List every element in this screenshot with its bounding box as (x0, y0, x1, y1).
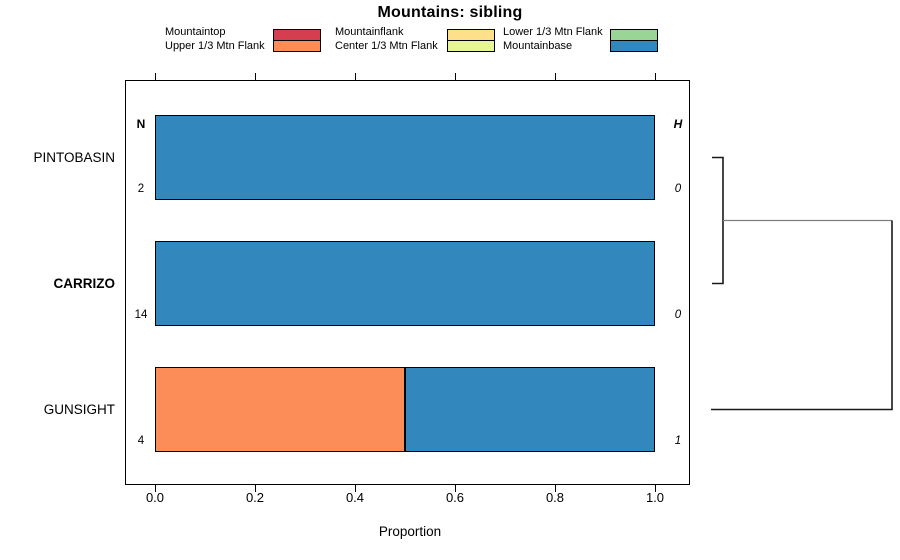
x-axis-tick (154, 485, 156, 492)
x-axis-tick (354, 73, 356, 80)
n-column-header: N (136, 117, 146, 131)
x-axis-tick (654, 485, 656, 492)
bar-segment-upper-1-3-mtn-flank (155, 367, 405, 452)
n-value: 14 (134, 309, 148, 321)
h-value: 1 (674, 435, 682, 447)
x-axis-tick-label: 0.2 (245, 490, 265, 505)
n-value: 2 (137, 183, 145, 195)
x-axis-tick-label: 0.0 (145, 490, 165, 505)
x-axis-tick (354, 485, 356, 492)
y-category-label: CARRIZO (53, 275, 116, 291)
y-category-label: GUNSIGHT (43, 401, 115, 417)
x-axis-tick-label: 0.8 (545, 490, 565, 505)
bar-segment-mountainbase (405, 367, 655, 452)
legend-item-label: Lower 1/3 Mtn Flank (503, 26, 603, 38)
x-axis-label: Proportion (378, 524, 442, 539)
x-axis-tick-label: 1.0 (645, 490, 665, 505)
h-value: 0 (674, 183, 682, 195)
dendrogram-link (711, 220, 893, 411)
h-column-header: H (673, 117, 683, 131)
dendrogram-link (712, 156, 724, 285)
x-axis-tick (554, 485, 556, 492)
legend-item-label: Mountainbase (503, 39, 573, 52)
legend-item-label: Upper 1/3 Mtn Flank (165, 39, 265, 52)
x-axis-tick (154, 73, 156, 80)
x-axis-tick (654, 73, 656, 80)
legend-swatch (610, 40, 658, 52)
bar-segment-mountainbase (155, 241, 655, 326)
x-axis-tick (254, 485, 256, 492)
h-value: 0 (674, 309, 682, 321)
x-axis-tick-label: 0.6 (445, 490, 465, 505)
bar-segment-mountainbase (155, 115, 655, 200)
x-axis-tick (554, 73, 556, 80)
legend-item-label: Mountaintop (165, 26, 226, 38)
x-axis-tick (454, 485, 456, 492)
y-category-label: PINTOBASIN (33, 149, 115, 165)
x-axis-tick (454, 73, 456, 80)
chart-title: Mountains: sibling (377, 4, 523, 21)
legend-swatch (447, 40, 495, 52)
legend-swatch (273, 40, 321, 52)
legend-item-label: Center 1/3 Mtn Flank (335, 39, 438, 52)
x-axis-tick-label: 0.4 (345, 490, 365, 505)
legend-item-label: Mountainflank (335, 26, 404, 38)
x-axis-tick (254, 73, 256, 80)
n-value: 4 (137, 435, 145, 447)
